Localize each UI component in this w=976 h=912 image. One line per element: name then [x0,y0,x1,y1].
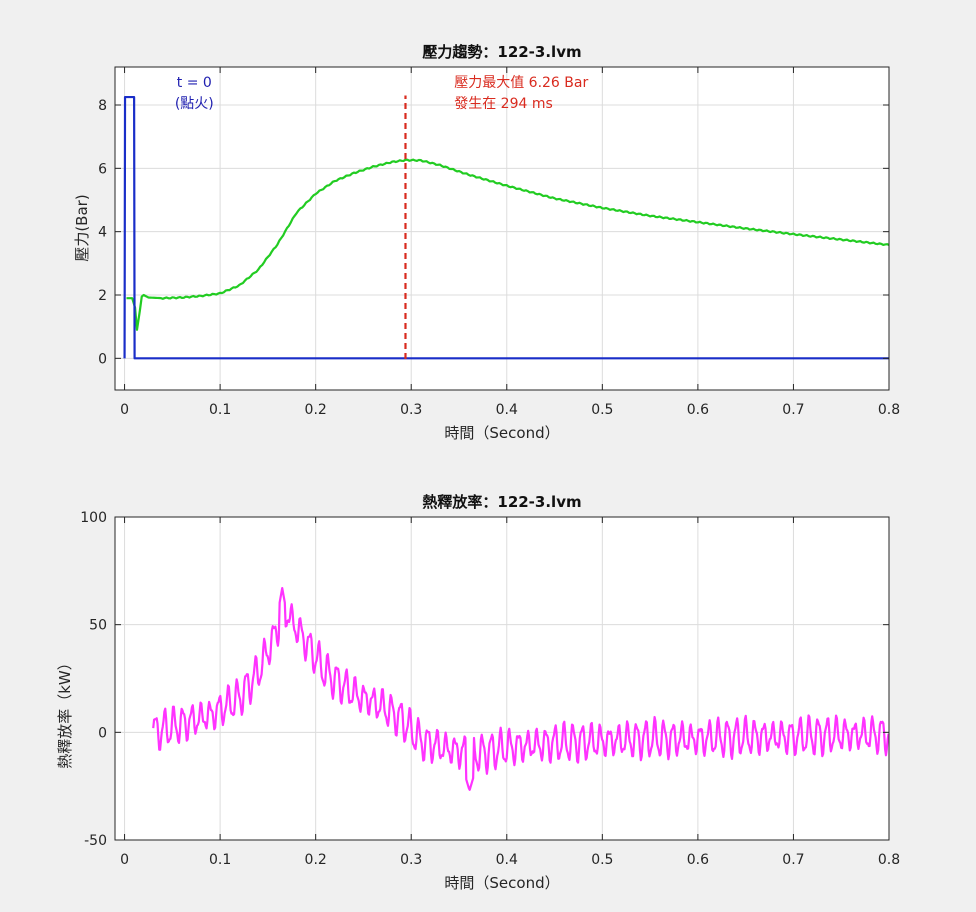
heat-release-xtick-label: 0.2 [305,852,327,868]
pressure-series-0 [126,158,890,331]
heat-release-xtick-label: 0.3 [400,852,422,868]
pressure-ytick-label: 8 [98,98,107,114]
pressure-xtick-label: 0.2 [305,402,327,418]
pressure-ytick-label: 0 [98,351,107,367]
pressure-ytick-label: 4 [98,225,107,241]
heat-release-data [152,586,890,791]
pressure-axes: 0 0.1 0.2 0.3 0.4 0.5 0.6 0.7 0.8 0 2 4 6 8 壓力趨勢：122-… [73,43,900,442]
heat-release-xtick-label: 0.4 [496,852,518,868]
heat-release-plot-area [115,517,889,840]
pressure-annotation-0-line-0: t = 0 [177,75,212,91]
pressure-xtick-label: 0.5 [591,402,613,418]
heat-release-xtick-label: 0.7 [782,852,804,868]
pressure-ytick-label: 6 [98,161,107,177]
pressure-ylabel: 壓力(Bar) [73,194,91,261]
pressure-xtick-label: 0.3 [400,402,422,418]
pressure-xlabel: 時間（Second） [444,424,559,442]
heat-release-axes: 0 0.1 0.2 0.3 0.4 0.5 0.6 0.7 0.8 -50 0 50 100 熱釋放率：… [56,493,900,892]
pressure-xtick-label: 0.6 [687,402,709,418]
heat-release-xtick-label: 0.1 [209,852,231,868]
pressure-annotation-0-line-1: (點火) [175,96,214,112]
pressure-axes-frame [114,66,890,391]
pressure-ticks: 0 0.1 0.2 0.3 0.4 0.5 0.6 0.7 0.8 0 2 4 6 8 [98,67,900,418]
heat-release-series-0 [152,586,890,791]
pressure-ytick-label: 2 [98,288,107,304]
heat-release-ytick-label: 50 [89,618,107,634]
pressure-xtick-label: 0.8 [878,402,900,418]
heat-release-ytick-label: -50 [84,833,107,849]
pressure-xtick-label: 0.4 [496,402,518,418]
pressure-plot-area [115,67,889,390]
heat-release-xtick-label: 0.8 [878,852,900,868]
pressure-series-1 [123,95,889,360]
heat-release-ytick-label: 100 [80,510,107,526]
pressure-data [123,95,890,360]
pressure-xtick-label: 0.7 [782,402,804,418]
pressure-title: 壓力趨勢：122-3.lvm [422,43,581,61]
pressure-annotation-1-line-1: 發生在 294 ms [454,96,553,112]
heat-release-axes-frame [114,516,890,841]
heat-release-ylabel: 熱釋放率（kW） [56,655,74,769]
pressure-annotations: t = 0 (點火) 壓力最大值 6.26 Bar 發生在 294 ms [175,75,589,112]
heat-release-ticks: 0 0.1 0.2 0.3 0.4 0.5 0.6 0.7 0.8 -50 0 50 100 [80,510,900,868]
heat-release-xtick-label: 0.6 [687,852,709,868]
pressure-xtick-label: 0 [120,402,129,418]
heat-release-xlabel: 時間（Second） [444,874,559,892]
pressure-xtick-label: 0.1 [209,402,231,418]
heat-release-xtick-label: 0.5 [591,852,613,868]
heat-release-title: 熱釋放率：122-3.lvm [422,493,581,511]
pressure-annotation-1-line-0: 壓力最大值 6.26 Bar [454,75,588,91]
heat-release-xtick-label: 0 [120,852,129,868]
heat-release-ytick-label: 0 [98,725,107,741]
